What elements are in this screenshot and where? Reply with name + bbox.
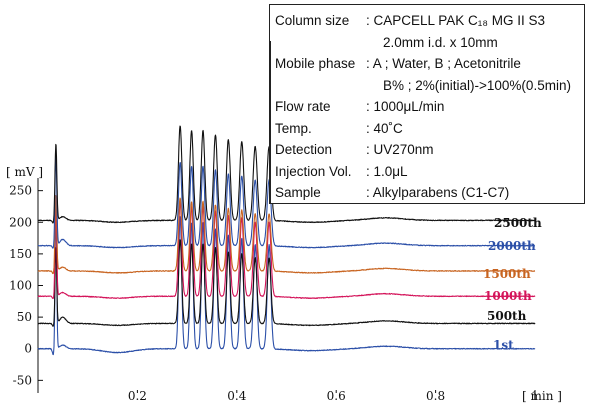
series-label-1st: 1st	[493, 338, 514, 352]
x-tick-label: 0.4	[227, 389, 246, 403]
x-tick-label: 1	[531, 389, 539, 403]
conditions-value: : CAPCELL PAK C₁₈ MG II S3	[366, 13, 545, 28]
conditions-divider	[270, 41, 271, 203]
conditions-value: : 40˚C	[366, 120, 403, 136]
trace-1000th	[37, 201, 536, 300]
y-tick-label: -50	[13, 373, 32, 387]
conditions-row: Flow rate : 1000μL/min	[270, 97, 584, 117]
x-tick-label: 0.8	[426, 389, 445, 403]
conditions-value: B% ; 2%(initial)->100%(0.5min)	[383, 77, 571, 93]
x-tick-label: 0.6	[327, 389, 346, 403]
conditions-row: Temp. : 40˚C	[270, 119, 584, 139]
conditions-key: Injection Vol.	[275, 163, 352, 179]
conditions-value: 2.0mm i.d. x 10mm	[383, 34, 498, 50]
x-tick-label: 0.2	[128, 389, 147, 403]
conditions-row: Column size : CAPCELL PAK C₁₈ MG II S3	[270, 11, 584, 31]
conditions-row: Sample : Alkylparabens (C1-C7)	[270, 183, 584, 203]
conditions-value: : Alkylparabens (C1-C7)	[366, 185, 510, 200]
conditions-key: Detection	[275, 142, 333, 157]
series-labels: 1st 500th 1000th 1500th 2000th 2500th	[483, 216, 542, 352]
conditions-value: : 1000μL/min	[366, 99, 445, 114]
trace-1st	[37, 211, 536, 356]
conditions-value: : A ; Water, B ; Acetonitrile	[366, 56, 521, 71]
y-tick-label: 250	[9, 184, 32, 198]
conditions-key: Flow rate	[275, 99, 331, 114]
series-label-1500th: 1500th	[483, 267, 531, 281]
conditions-panel: Column size : CAPCELL PAK C₁₈ MG II S3 2.0…	[269, 4, 585, 204]
trace-2500th	[37, 125, 536, 224]
trace-1500th	[37, 195, 536, 275]
conditions-key: Column size	[275, 13, 350, 28]
conditions-row: B% ; 2%(initial)->100%(0.5min)	[270, 76, 584, 96]
conditions-row: Detection : UV270nm	[270, 140, 584, 160]
conditions-row: Injection Vol. : 1.0μL	[270, 162, 584, 182]
y-tick-label: 50	[17, 310, 32, 324]
conditions-row: Mobile phase : A ; Water, B ; Acetonitril…	[270, 54, 584, 74]
y-tick-label: 150	[9, 247, 32, 261]
series-label-2500th: 2500th	[494, 216, 542, 230]
trace-2000th	[37, 155, 536, 249]
trace-500th	[37, 239, 536, 327]
series-label-2000th: 2000th	[488, 239, 536, 253]
series-label-500th: 500th	[487, 309, 527, 323]
conditions-key: Sample	[275, 185, 321, 200]
y-axis-label: [ mV ]	[6, 165, 43, 179]
y-tick-label: 0	[24, 342, 32, 356]
y-tick-label: 200	[9, 215, 32, 229]
series-label-1000th: 1000th	[484, 289, 532, 303]
y-tick-label: 100	[9, 279, 32, 293]
chromatogram-traces	[37, 125, 536, 356]
conditions-value: : UV270nm	[366, 142, 434, 157]
x-axis-label: [ min ]	[522, 389, 562, 403]
conditions-value: : 1.0μL	[366, 163, 408, 179]
chart-axes: -50 0 50 100 150 200 250 0.2 0.4 0.6 0.8 1	[9, 178, 539, 403]
conditions-key: Mobile phase	[275, 56, 356, 71]
conditions-row: 2.0mm i.d. x 10mm	[270, 33, 584, 53]
conditions-key: Temp.	[275, 120, 312, 136]
